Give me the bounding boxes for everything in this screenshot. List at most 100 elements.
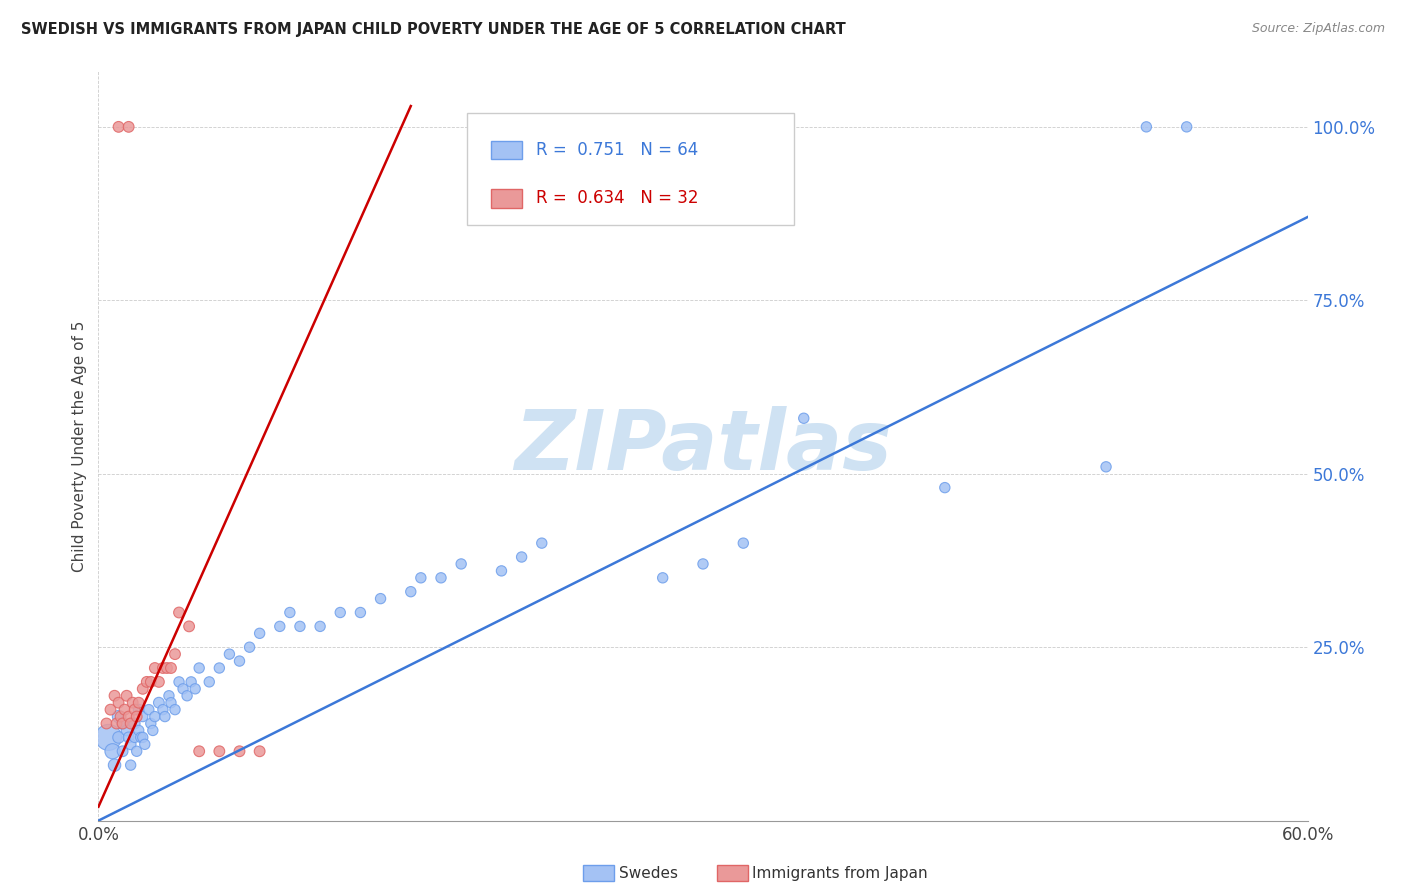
Point <box>430 571 453 585</box>
Point <box>143 661 166 675</box>
Point <box>121 696 143 710</box>
Point <box>107 120 129 134</box>
Point <box>101 744 124 758</box>
Point <box>530 536 553 550</box>
Point <box>111 716 134 731</box>
Point <box>934 481 956 495</box>
Point <box>120 737 142 751</box>
Point <box>249 744 271 758</box>
Point <box>176 689 198 703</box>
Point <box>124 703 146 717</box>
Point <box>1135 120 1157 134</box>
Point <box>107 709 129 723</box>
Point <box>309 619 332 633</box>
Text: R =  0.634   N = 32: R = 0.634 N = 32 <box>536 189 699 207</box>
Point <box>96 716 118 731</box>
Text: ZIPatlas: ZIPatlas <box>515 406 891 486</box>
Point <box>278 606 301 620</box>
Point <box>218 647 240 661</box>
Point <box>135 674 157 689</box>
Point <box>288 619 311 633</box>
Point <box>370 591 392 606</box>
Point <box>152 661 174 675</box>
Point <box>125 744 148 758</box>
Point <box>110 709 132 723</box>
Point <box>111 716 134 731</box>
Point <box>139 674 162 689</box>
Point <box>103 758 125 772</box>
Point <box>163 647 186 661</box>
Point <box>128 696 150 710</box>
Point <box>188 661 211 675</box>
Point <box>148 674 170 689</box>
Point <box>148 696 170 710</box>
Point <box>249 626 271 640</box>
Point <box>163 703 186 717</box>
Point <box>142 723 165 738</box>
Point <box>124 716 146 731</box>
Point <box>107 696 129 710</box>
Point <box>167 674 190 689</box>
Point <box>105 716 128 731</box>
FancyBboxPatch shape <box>492 189 522 208</box>
Point <box>138 703 160 717</box>
Point <box>269 619 291 633</box>
Point <box>793 411 815 425</box>
Point <box>107 731 129 745</box>
Point <box>180 674 202 689</box>
Point <box>139 716 162 731</box>
Point <box>450 557 472 571</box>
Point <box>114 703 136 717</box>
Point <box>132 731 155 745</box>
Point <box>157 689 180 703</box>
Point <box>129 731 152 745</box>
Point <box>143 709 166 723</box>
Point <box>692 557 714 571</box>
Y-axis label: Child Poverty Under the Age of 5: Child Poverty Under the Age of 5 <box>72 320 87 572</box>
Point <box>491 564 513 578</box>
Text: Source: ZipAtlas.com: Source: ZipAtlas.com <box>1251 22 1385 36</box>
Point <box>128 703 150 717</box>
Point <box>409 571 432 585</box>
Point <box>733 536 755 550</box>
Point <box>118 120 141 134</box>
Point <box>188 744 211 758</box>
Point <box>128 723 150 738</box>
Point <box>132 709 155 723</box>
Point <box>115 723 138 738</box>
Point <box>208 744 231 758</box>
Point <box>118 731 141 745</box>
Point <box>124 731 146 745</box>
Point <box>1175 120 1198 134</box>
Point <box>103 689 125 703</box>
FancyBboxPatch shape <box>467 112 793 225</box>
Point <box>228 654 250 668</box>
Point <box>115 689 138 703</box>
Point <box>156 661 179 675</box>
Point <box>125 709 148 723</box>
Point <box>97 731 120 745</box>
Point <box>153 709 176 723</box>
Point <box>184 681 207 696</box>
Point <box>134 737 156 751</box>
Point <box>120 758 142 772</box>
Point <box>399 584 422 599</box>
Point <box>160 696 183 710</box>
Point <box>111 744 134 758</box>
Point <box>120 716 142 731</box>
Point <box>329 606 352 620</box>
FancyBboxPatch shape <box>492 141 522 160</box>
Point <box>160 661 183 675</box>
Text: SWEDISH VS IMMIGRANTS FROM JAPAN CHILD POVERTY UNDER THE AGE OF 5 CORRELATION CH: SWEDISH VS IMMIGRANTS FROM JAPAN CHILD P… <box>21 22 846 37</box>
Point <box>167 606 190 620</box>
Point <box>152 703 174 717</box>
Text: Immigrants from Japan: Immigrants from Japan <box>752 866 928 880</box>
Point <box>100 703 122 717</box>
Point <box>1095 459 1118 474</box>
Point <box>118 709 141 723</box>
Text: R =  0.751   N = 64: R = 0.751 N = 64 <box>536 141 699 159</box>
Point <box>239 640 262 655</box>
Text: Swedes: Swedes <box>619 866 678 880</box>
Point <box>208 661 231 675</box>
Point <box>198 674 221 689</box>
